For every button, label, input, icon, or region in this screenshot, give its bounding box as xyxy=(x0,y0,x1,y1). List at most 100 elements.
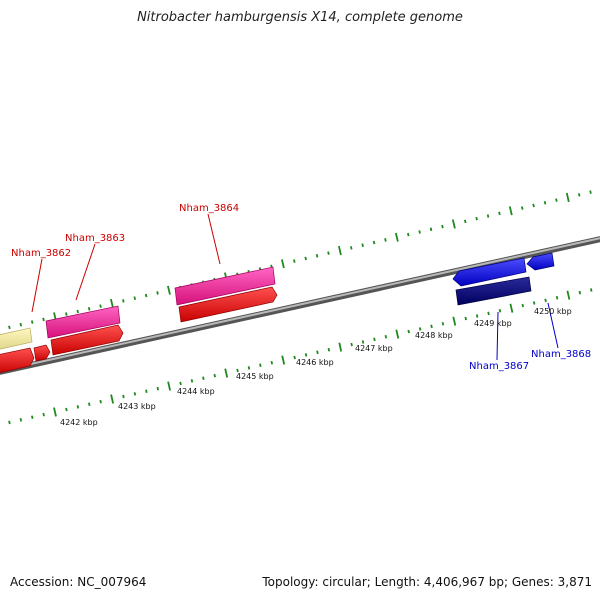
upper-rail-minor-tick xyxy=(122,299,125,303)
lower-tick-rail xyxy=(8,288,593,425)
genome-backbone-highlight xyxy=(0,237,600,372)
upper-rail-minor-tick xyxy=(372,240,376,245)
scale-label-4248: 4248 kbp xyxy=(415,331,453,340)
lower-rail-minor-tick xyxy=(133,392,137,396)
lower-rail-minor-tick xyxy=(384,335,388,339)
gene-nham3862-yellow-feature[interactable] xyxy=(0,327,33,350)
leader-nham3868 xyxy=(547,302,559,349)
upper-rail-minor-tick xyxy=(156,291,159,295)
lower-rail-minor-tick xyxy=(498,309,502,313)
lower-rail-major-tick xyxy=(53,407,57,417)
lower-rail-minor-tick xyxy=(42,412,45,417)
upper-rail-minor-tick xyxy=(327,251,330,255)
gene-nham3863-arrow[interactable] xyxy=(50,324,124,356)
scale-label-4246: 4246 kbp xyxy=(296,358,334,367)
scale-label-4245: 4245 kbp xyxy=(236,372,274,381)
gene-nham3862-arrow[interactable] xyxy=(0,344,51,374)
scale-label-4250: 4250 kbp xyxy=(534,307,572,316)
lower-rail-minor-tick xyxy=(316,350,319,355)
genome-summary-text: Topology: circular; Length: 4,406,967 bp… xyxy=(262,575,592,589)
lower-rail-minor-tick xyxy=(88,402,91,406)
upper-rail-minor-tick xyxy=(361,243,364,247)
gene-label-nham3867[interactable]: Nham_3867 xyxy=(469,361,529,372)
gene-label-nham3862[interactable]: Nham_3862 xyxy=(11,248,71,259)
lower-rail-minor-tick xyxy=(407,329,410,334)
upper-rail-minor-tick xyxy=(42,317,45,322)
leader-nham3864 xyxy=(207,213,221,265)
lower-rail-major-tick xyxy=(509,303,514,313)
upper-rail-major-tick xyxy=(508,206,513,216)
upper-rail-minor-tick xyxy=(315,254,319,258)
upper-rail-minor-tick xyxy=(543,200,547,205)
gene-nham3867-cds[interactable] xyxy=(452,257,527,287)
lower-rail-minor-tick xyxy=(247,366,251,370)
lower-rail-minor-tick xyxy=(464,316,467,321)
lower-rail-minor-tick xyxy=(418,327,422,331)
lower-rail-minor-tick xyxy=(590,288,593,292)
lower-rail-minor-tick xyxy=(8,420,11,425)
leader-nham3863 xyxy=(75,243,96,301)
upper-rail-minor-tick xyxy=(520,206,524,210)
gene-nham3863-cds[interactable] xyxy=(45,305,121,339)
lower-rail-major-tick xyxy=(566,290,571,300)
gene-label-nham3863[interactable]: Nham_3863 xyxy=(65,233,125,244)
lower-rail-minor-tick xyxy=(521,303,524,308)
upper-rail-minor-tick xyxy=(532,203,535,208)
lower-rail-major-tick xyxy=(224,368,229,378)
gene-nham3864-arrow[interactable] xyxy=(178,286,278,323)
scale-label-4247: 4247 kbp xyxy=(355,344,393,353)
lower-rail-minor-tick xyxy=(99,399,102,404)
lower-rail-minor-tick xyxy=(544,298,547,303)
gene-label-nham3868[interactable]: Nham_3868 xyxy=(531,349,591,360)
lower-rail-minor-tick xyxy=(31,415,34,419)
lower-rail-minor-tick xyxy=(373,337,376,342)
upper-rail-minor-tick xyxy=(65,312,68,316)
lower-rail-minor-tick xyxy=(441,322,445,326)
gene-label-nham3864[interactable]: Nham_3864 xyxy=(179,203,239,214)
scale-label-4242: 4242 kbp xyxy=(60,418,98,427)
lower-rail-major-tick xyxy=(395,329,400,339)
upper-rail-minor-tick xyxy=(133,296,136,300)
upper-rail-minor-tick xyxy=(407,232,410,237)
gene-nham3864-cds[interactable] xyxy=(174,266,276,306)
lower-rail-minor-tick xyxy=(293,355,296,360)
lower-rail-minor-tick xyxy=(578,290,582,295)
upper-tick-rail xyxy=(8,190,592,330)
lower-rail-minor-tick xyxy=(350,342,353,347)
upper-rail-minor-tick xyxy=(8,325,11,330)
upper-rail-minor-tick xyxy=(19,322,23,327)
lower-rail-minor-tick xyxy=(259,363,262,367)
upper-rail-minor-tick xyxy=(589,190,592,194)
scale-label-4244: 4244 kbp xyxy=(177,387,215,396)
upper-rail-minor-tick xyxy=(475,216,478,221)
upper-rail-minor-tick xyxy=(498,211,501,216)
upper-rail-major-tick xyxy=(281,259,285,269)
upper-rail-minor-tick xyxy=(304,256,307,261)
lower-rail-minor-tick xyxy=(236,368,239,373)
lower-rail-minor-tick xyxy=(19,418,23,422)
leader-nham3867 xyxy=(496,311,499,361)
gene-nham3868-cds[interactable] xyxy=(526,252,555,271)
lower-rail-minor-tick xyxy=(179,381,182,386)
lower-rail-minor-tick xyxy=(327,347,331,352)
lower-rail-major-tick xyxy=(452,316,457,326)
lower-rail-major-tick xyxy=(110,394,114,404)
upper-rail-minor-tick xyxy=(87,307,91,311)
gene-nham3867-translated[interactable] xyxy=(455,276,532,306)
lower-rail-minor-tick xyxy=(190,379,194,383)
upper-rail-minor-tick xyxy=(293,259,296,263)
map-title: Nitrobacter hamburgensis X14, complete g… xyxy=(137,10,463,25)
lower-rail-minor-tick xyxy=(213,373,216,378)
lower-rail-minor-tick xyxy=(122,394,125,399)
lower-rail-minor-tick xyxy=(145,389,148,393)
leader-nham3862 xyxy=(31,258,43,313)
lower-rail-minor-tick xyxy=(202,376,205,380)
lower-rail-minor-tick xyxy=(304,353,308,357)
scale-label-4243: 4243 kbp xyxy=(118,402,156,411)
lower-rail-minor-tick xyxy=(76,405,80,409)
upper-rail-minor-tick xyxy=(577,193,581,197)
lower-rail-minor-tick xyxy=(361,340,365,344)
lower-rail-major-tick xyxy=(167,381,171,391)
